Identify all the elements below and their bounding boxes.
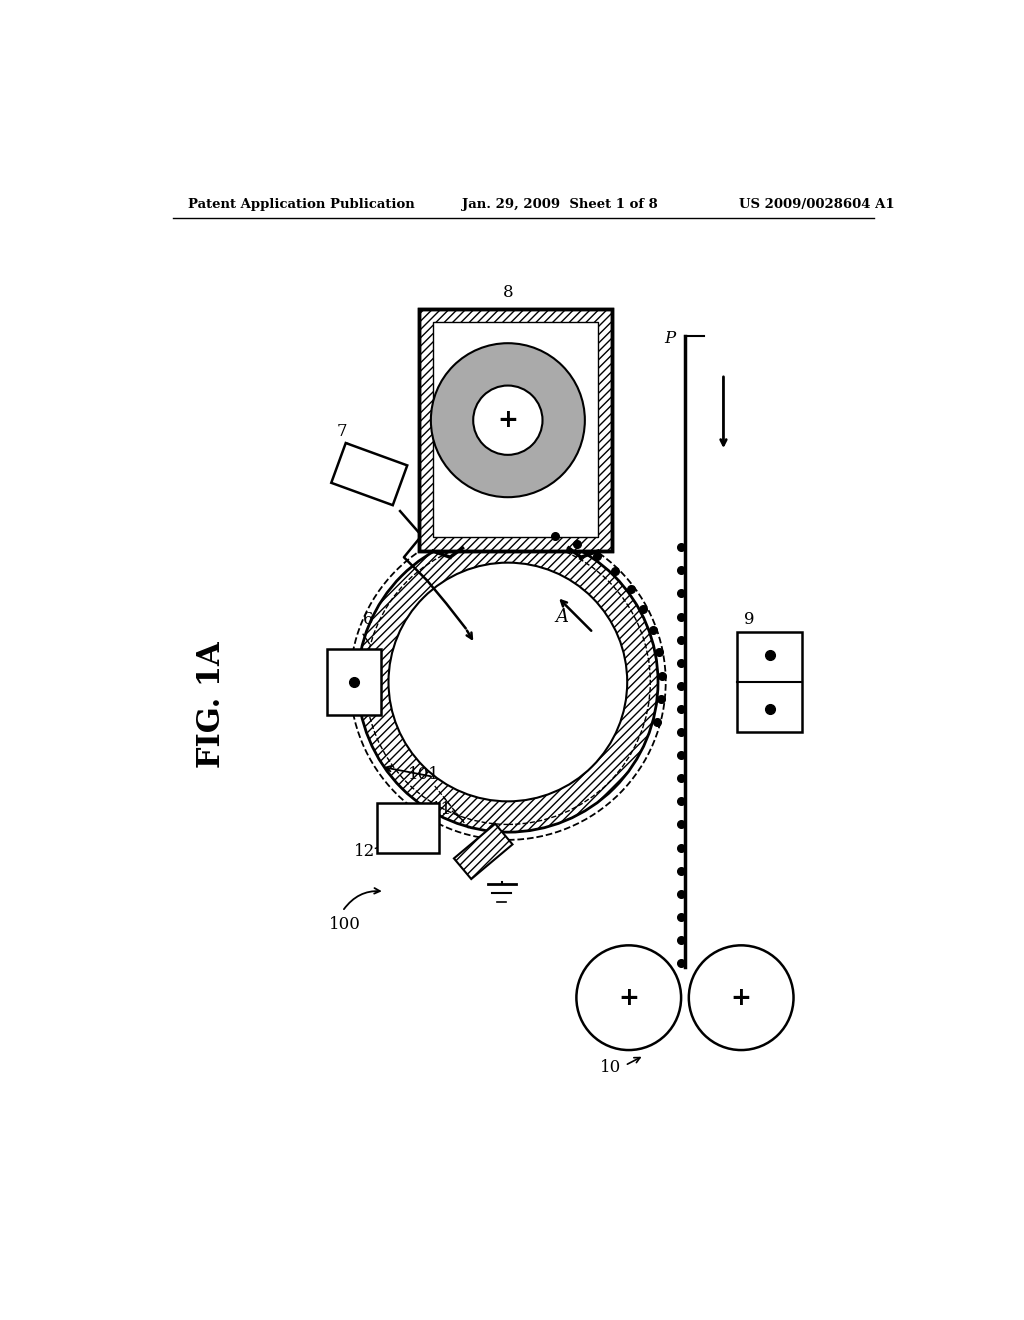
- Text: 101: 101: [408, 766, 439, 783]
- Bar: [419, 309, 611, 552]
- Circle shape: [388, 562, 628, 801]
- Bar: [419, 309, 611, 552]
- Polygon shape: [454, 824, 513, 879]
- Bar: [327, 649, 381, 714]
- Text: +: +: [731, 986, 752, 1010]
- Bar: [737, 632, 803, 733]
- Circle shape: [689, 945, 794, 1051]
- Polygon shape: [332, 444, 408, 506]
- Text: 11: 11: [431, 800, 453, 817]
- Text: US 2009/0028604 A1: US 2009/0028604 A1: [739, 198, 895, 211]
- Text: 8: 8: [503, 284, 513, 301]
- Text: 7: 7: [337, 424, 348, 441]
- Text: 6: 6: [364, 611, 374, 628]
- Text: P: P: [665, 330, 676, 347]
- Circle shape: [473, 385, 543, 455]
- Text: A: A: [555, 607, 568, 626]
- Bar: [433, 322, 598, 537]
- Text: +: +: [618, 986, 639, 1010]
- Text: Patent Application Publication: Patent Application Publication: [188, 198, 415, 211]
- Text: 100: 100: [330, 916, 361, 933]
- Bar: [377, 804, 438, 853]
- Text: 10: 10: [600, 1059, 621, 1076]
- Text: +: +: [498, 408, 518, 432]
- Text: 12: 12: [354, 843, 376, 859]
- Circle shape: [431, 343, 585, 498]
- Text: 9: 9: [743, 611, 755, 628]
- Circle shape: [577, 945, 681, 1051]
- Text: FIG. 1A: FIG. 1A: [196, 642, 227, 768]
- Text: Jan. 29, 2009  Sheet 1 of 8: Jan. 29, 2009 Sheet 1 of 8: [462, 198, 657, 211]
- Circle shape: [357, 532, 658, 832]
